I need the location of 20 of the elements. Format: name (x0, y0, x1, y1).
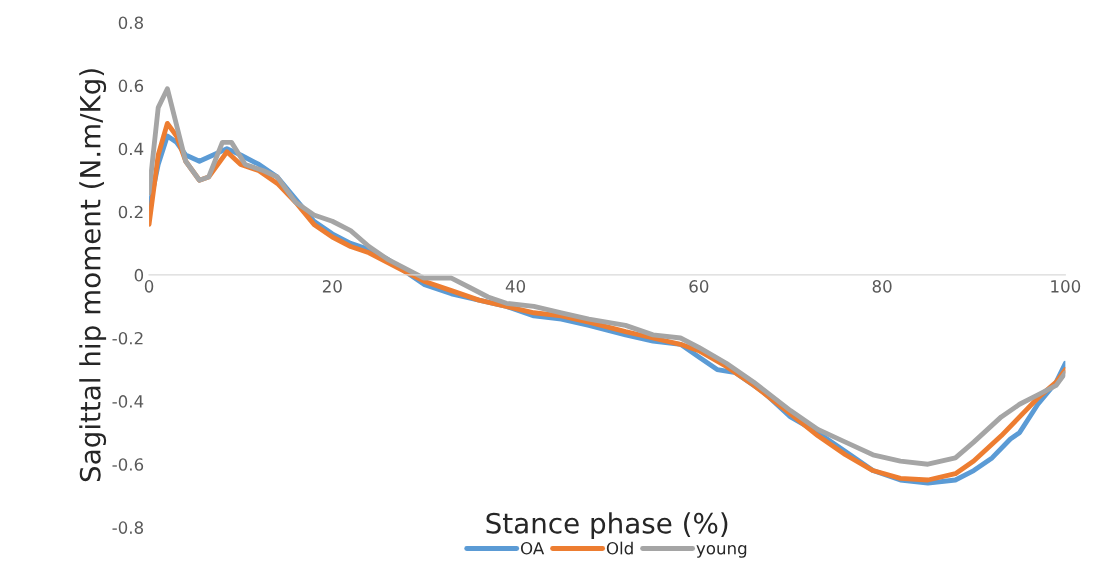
y-tick-label: 0.6 (118, 79, 144, 93)
y-tick-label: 0.4 (118, 142, 144, 156)
y-tick-label: 0 (134, 268, 144, 282)
x-tick-label: 100 (1051, 280, 1081, 293)
y-tick-label: -0.8 (112, 521, 144, 534)
y-tick-label: -0.4 (112, 395, 144, 408)
y-tick-label: -0.6 (112, 458, 144, 471)
x-tick-label: 80 (872, 280, 892, 293)
x-tick-label: 0 (144, 280, 154, 293)
y-tick-label: 0.8 (118, 16, 144, 30)
legend-label: Old (606, 541, 633, 555)
y-tick-label: 0.2 (118, 205, 143, 219)
legend-label: OA (520, 541, 545, 555)
x-tick-label: 60 (689, 280, 709, 293)
x-axis-title: Stance phase (%) (486, 512, 728, 540)
y-tick-label: -0.2 (112, 331, 143, 345)
legend-label: young (696, 544, 747, 558)
y-axis-title: Sagittal hip moment (N.m/Kg) (79, 69, 107, 482)
x-tick-label: 40 (505, 280, 526, 293)
x-tick-label: 20 (322, 280, 342, 293)
